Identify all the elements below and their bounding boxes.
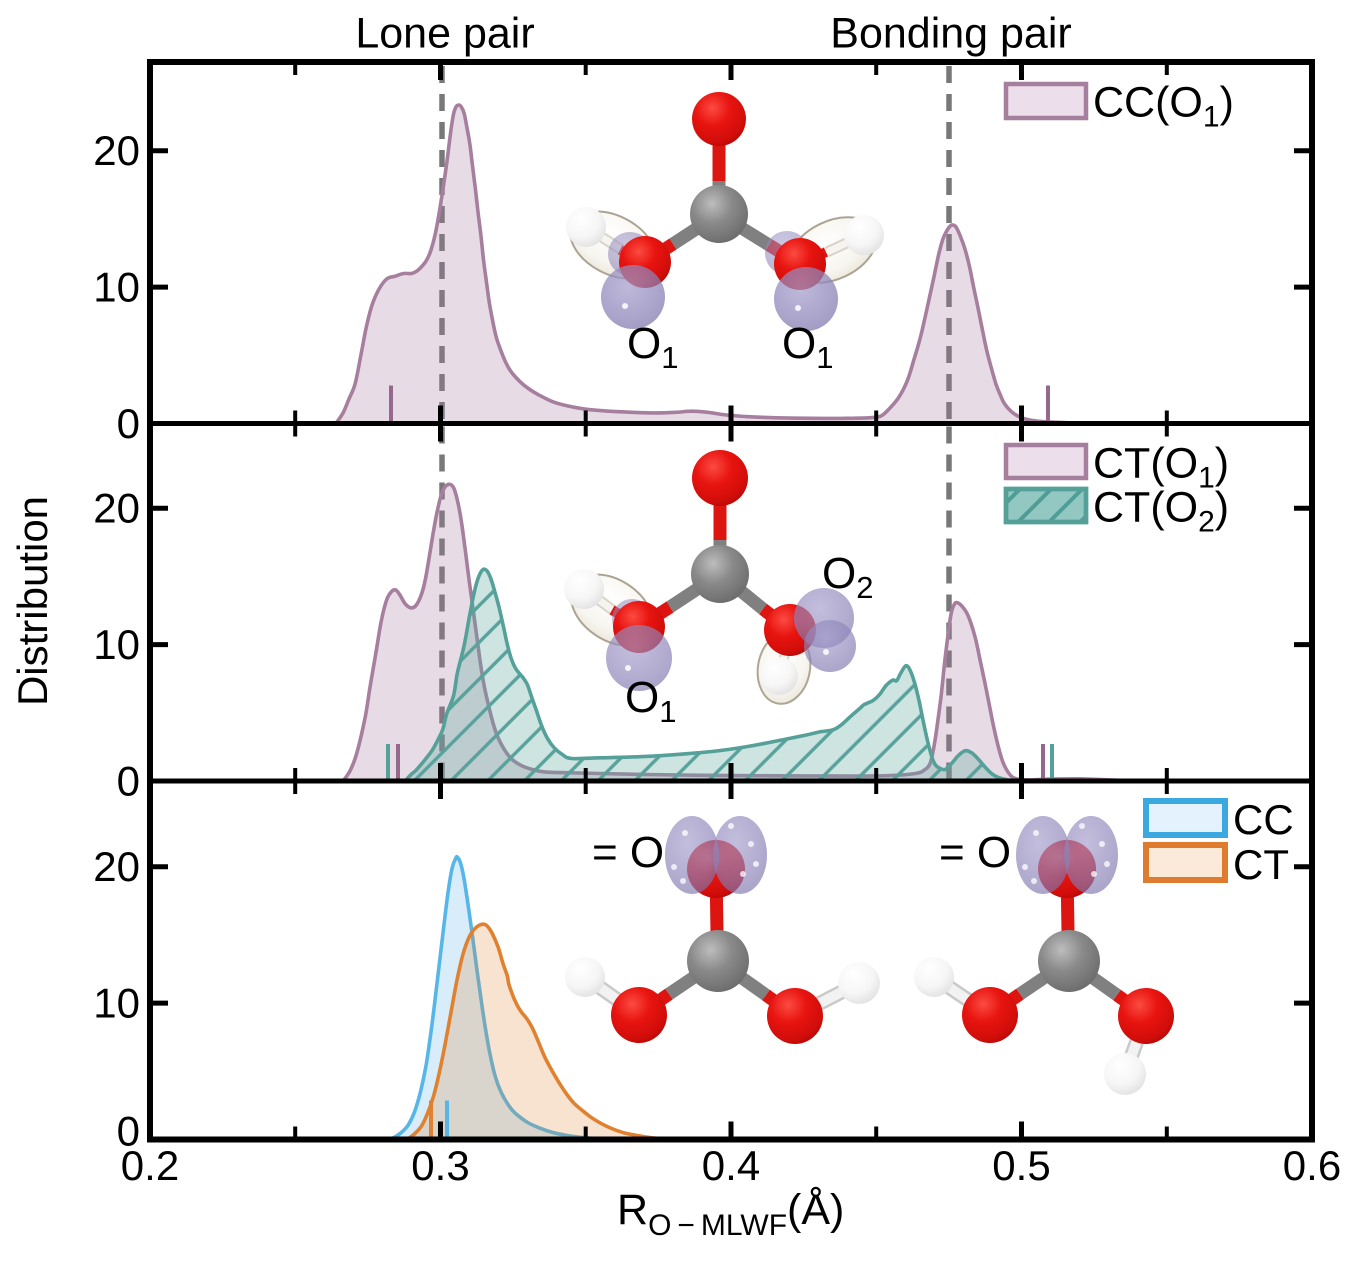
svg-text:20: 20 <box>93 127 140 174</box>
svg-text:0: 0 <box>117 400 140 447</box>
svg-text:0.5: 0.5 <box>992 1142 1050 1189</box>
svg-text:10: 10 <box>93 264 140 311</box>
svg-text:= O: = O <box>939 828 1011 877</box>
svg-text:0.2: 0.2 <box>121 1142 179 1189</box>
svg-text:0: 0 <box>117 757 140 804</box>
svg-text:10: 10 <box>93 980 140 1027</box>
svg-text:0.4: 0.4 <box>702 1142 760 1189</box>
svg-text:CC: CC <box>1233 796 1294 843</box>
svg-text:0.6: 0.6 <box>1283 1142 1341 1189</box>
svg-text:Distribution: Distribution <box>9 496 56 706</box>
svg-text:= O: = O <box>592 828 664 877</box>
svg-text:0.3: 0.3 <box>411 1142 469 1189</box>
svg-text:10: 10 <box>93 621 140 668</box>
svg-text:Lone pair: Lone pair <box>355 10 534 58</box>
svg-text:20: 20 <box>93 843 140 890</box>
svg-text:20: 20 <box>93 485 140 532</box>
svg-text:CT(O1): CT(O1) <box>1093 440 1229 495</box>
svg-text:0: 0 <box>117 1108 140 1155</box>
svg-text:O1: O1 <box>625 673 676 729</box>
svg-text:CT: CT <box>1233 841 1289 888</box>
svg-text:Bonding pair: Bonding pair <box>830 10 1071 58</box>
